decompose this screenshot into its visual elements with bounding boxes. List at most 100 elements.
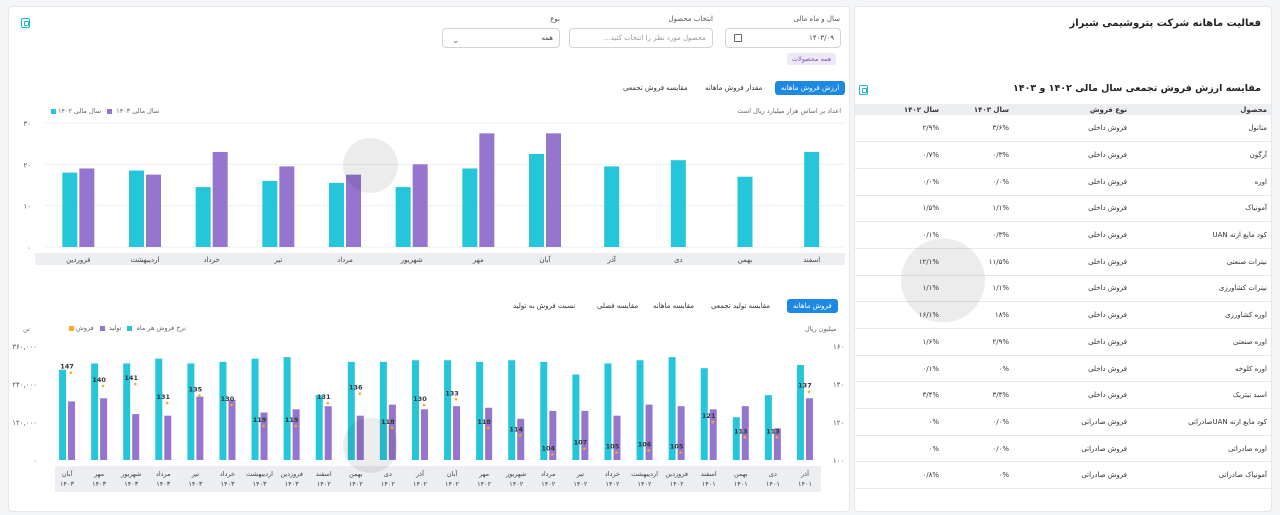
x-tick-label: مرداد [337, 256, 353, 264]
rate-label: 105 [606, 443, 620, 451]
bar-production [540, 361, 548, 460]
table-row: کود مایع ازته UAN فروش داخلی ۰/۳% ۰/۱% [855, 221, 1271, 249]
bar-sales [517, 418, 525, 460]
bar-production [668, 357, 676, 460]
cell-sale-type: فروش صادراتی [1013, 461, 1131, 490]
bar-production [347, 361, 355, 460]
tab-monthly-sales-value[interactable]: ارزش فروش ماهانه [775, 81, 846, 95]
x-tick-month: آذر [415, 469, 425, 478]
cumulative-sales-table: محصول نوع فروش سال ۱۴۰۳ سال ۱۴۰۲ متانول ف… [855, 104, 1271, 490]
x-tick-year: ۱۴۰۲ [381, 480, 395, 488]
rate-label: 140 [92, 376, 106, 384]
rate-label: 104 [542, 444, 556, 452]
legend-rate: نرخ فروش هر ماه [136, 324, 186, 332]
x-tick-year: ۱۴۰۱ [766, 480, 780, 488]
chevron-down-icon: ⌄ [452, 36, 460, 46]
x-tick-year: ۱۴۰۳ [156, 480, 170, 488]
cell-product: نیترات صنعتی [1131, 248, 1271, 276]
cell-1403: ۳/۶% [943, 115, 1013, 143]
rate-label: 131 [317, 393, 331, 401]
rate-label: 141 [124, 374, 138, 382]
rate-point [743, 436, 747, 439]
table-row: اسید نیتریک فروش داخلی ۳/۴% ۳/۴% [855, 381, 1271, 410]
cell-product: آرگون [1131, 141, 1271, 169]
tab-monthly-sales[interactable]: فروش ماهانه [787, 299, 838, 313]
rate-point [198, 394, 201, 397]
year-month-field[interactable]: ۱۴۰۳/۰۹ [725, 28, 841, 48]
cell-1402: ۱۶/۱% [855, 301, 943, 329]
y-tick-label: ۳۰ [23, 120, 31, 128]
bar-1402 [546, 133, 561, 247]
legend-production: تولید [108, 324, 122, 332]
tab-cumulative-sales[interactable]: مقایسه فروش تجمعی [617, 81, 694, 95]
legend-swatch-sales [99, 325, 105, 331]
tab-seasonal-comparison[interactable]: مقایسه فصلی [591, 299, 644, 313]
rate-label: 133 [445, 389, 459, 397]
rate-point [133, 382, 137, 386]
type-select[interactable]: همه ⌄ [442, 28, 560, 48]
product-select[interactable]: محصول مورد نظر را انتخاب کنید... [569, 28, 713, 48]
col-product: محصول [1131, 104, 1271, 115]
bar-1403 [670, 160, 686, 247]
all-products-chip[interactable]: همه محصولات [787, 53, 837, 65]
rate-label: 130 [413, 395, 427, 403]
export-icon[interactable] [21, 18, 30, 28]
x-tick-year: ۱۴۰۲ [477, 480, 491, 488]
y-tick-label: ۲۰ [23, 161, 31, 169]
export-icon[interactable] [859, 85, 868, 95]
cell-sale-type: فروش داخلی [1013, 115, 1131, 143]
x-tick-month: اسفند [316, 470, 332, 478]
col-1403: سال ۱۴۰۳ [943, 104, 1013, 115]
cell-1403: ۰/۰% [943, 435, 1013, 463]
cell-1402: ۱/۶% [855, 328, 943, 356]
x-tick-label: اسفند [803, 256, 820, 264]
cell-sale-type: فروش داخلی [1013, 355, 1131, 383]
bar-production [283, 357, 291, 460]
bar-production [155, 358, 163, 460]
bar-sales [485, 407, 493, 460]
y2-tick-label: ۱۴۰ [833, 381, 844, 389]
rate-label: 137 [798, 382, 812, 390]
cell-product: اوره [1131, 168, 1271, 196]
x-tick-month: شهریور [120, 470, 141, 478]
product-label: انتخاب محصول [668, 15, 713, 23]
tab-monthly-comparison[interactable]: مقایسه ماهانه [647, 299, 700, 313]
rate-label: 113 [766, 427, 780, 435]
bar-sales [356, 415, 364, 460]
monthly-activity-panel: سال و ماه مالی ۱۴۰۳/۰۹ انتخاب محصول محصو… [8, 6, 850, 512]
legend-sales: فروش [76, 324, 94, 332]
cell-1403: ۱۱/۵% [943, 248, 1013, 276]
cell-sale-type: فروش صادراتی [1013, 435, 1131, 463]
bar-sales [132, 414, 140, 460]
cell-sale-type: فروش داخلی [1013, 381, 1131, 410]
bar-sales [196, 396, 204, 460]
y-tick-label: ۰ [33, 457, 37, 465]
bar-production [508, 360, 516, 460]
table-row: آرگون فروش داخلی ۰/۳% ۰/۷% [855, 141, 1271, 169]
bar-sales [228, 399, 236, 460]
cell-product: اوره کلوخه [1131, 355, 1271, 383]
bar-1403 [462, 168, 478, 247]
bar-1403 [604, 166, 620, 247]
bar-sales [260, 412, 268, 460]
tab-monthly-sales-amount[interactable]: مقدار فروش ماهانه [699, 81, 768, 95]
x-tick-month: شهریور [505, 470, 526, 478]
rate-label: 106 [638, 441, 652, 449]
cell-sale-type: فروش داخلی [1013, 168, 1131, 196]
rate-point [390, 426, 394, 430]
rate-point [486, 426, 490, 430]
rate-point [615, 451, 618, 454]
table-header: محصول نوع فروش سال ۱۴۰۳ سال ۱۴۰۲ [855, 104, 1271, 115]
rate-point [454, 398, 458, 401]
rate-point [165, 401, 169, 405]
bar-1402 [412, 164, 428, 247]
cell-sale-type: فروش داخلی [1013, 275, 1131, 303]
tab-sales-production-ratio[interactable]: نسبت فروش به تولید [507, 299, 581, 313]
bar-sales [773, 428, 781, 460]
bar-sales [581, 410, 589, 460]
tab-cumulative-production[interactable]: مقایسه تولید تجمعی [705, 299, 776, 313]
x-tick-month: خرداد [605, 470, 620, 478]
table-row: متانول فروش داخلی ۳/۶% ۲/۹% [855, 115, 1271, 143]
type-value: همه [541, 34, 554, 42]
cell-sale-type: فروش داخلی [1013, 195, 1131, 223]
